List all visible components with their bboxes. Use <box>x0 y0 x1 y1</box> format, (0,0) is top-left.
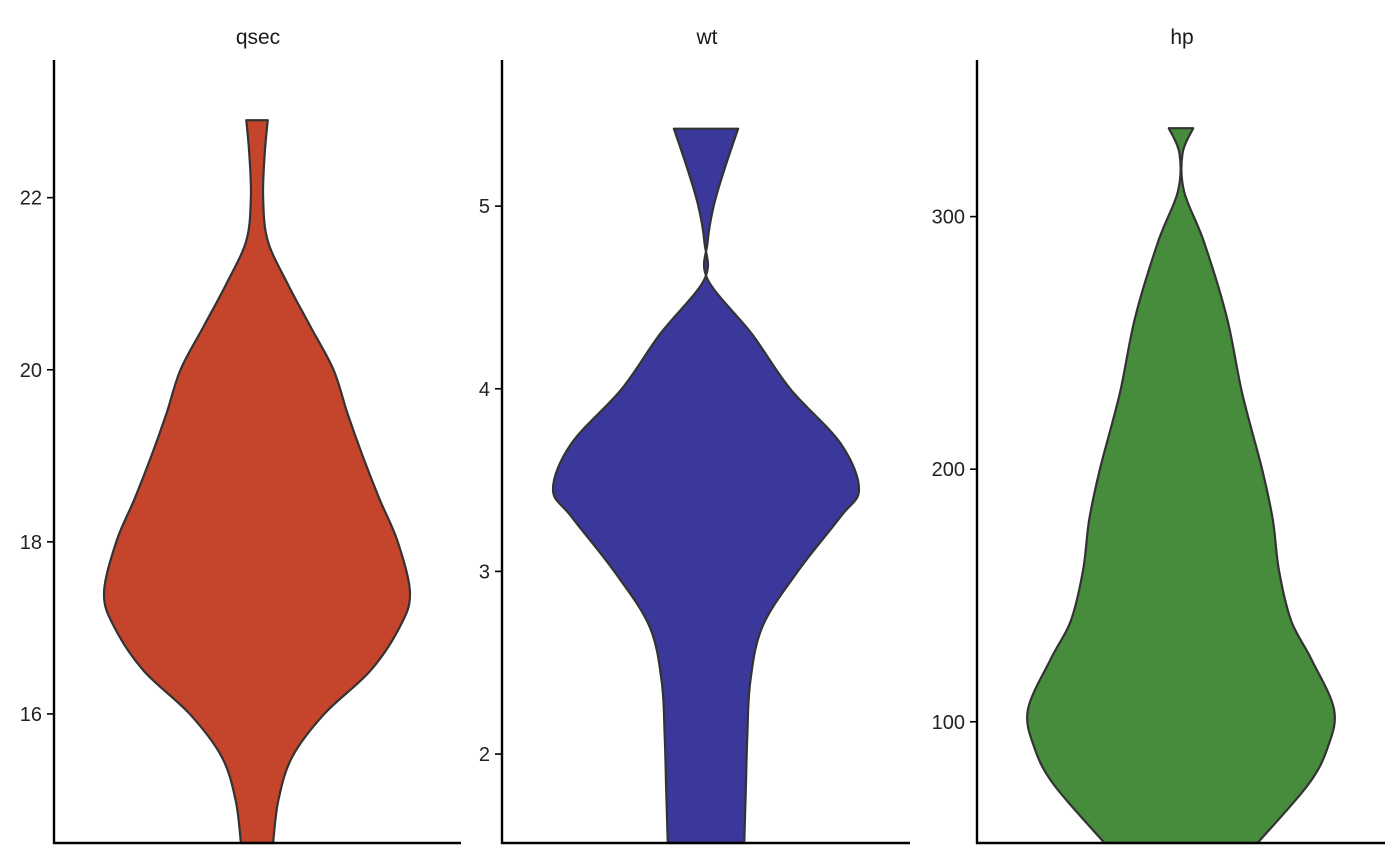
y-tick-label-wt: 5 <box>479 196 490 218</box>
panel-wt: 2 3 4 5 wt <box>479 26 910 845</box>
panel-qsec: 16 18 20 22 qsec <box>20 26 461 845</box>
y-tick-label-qsec: 22 <box>20 188 42 210</box>
violin-wt <box>551 127 861 845</box>
panel-hp: 100 200 300 hp <box>932 26 1385 845</box>
violin-qsec <box>102 119 412 845</box>
facet-label-wt: wt <box>696 26 718 49</box>
y-tick-label-wt: 4 <box>479 379 490 401</box>
y-tick-label-hp: 300 <box>932 207 965 229</box>
facet-label-qsec: qsec <box>236 26 280 49</box>
y-tick-label-wt: 2 <box>479 744 490 766</box>
y-tick-label-qsec: 16 <box>20 704 42 726</box>
y-tick-label-hp: 100 <box>932 712 965 734</box>
violin-hp <box>1026 127 1336 845</box>
y-tick-label-qsec: 20 <box>20 360 42 382</box>
y-tick-label-hp: 200 <box>932 459 965 481</box>
facet-label-hp: hp <box>1170 26 1193 49</box>
y-tick-label-wt: 3 <box>479 561 490 583</box>
y-tick-label-qsec: 18 <box>20 532 42 554</box>
